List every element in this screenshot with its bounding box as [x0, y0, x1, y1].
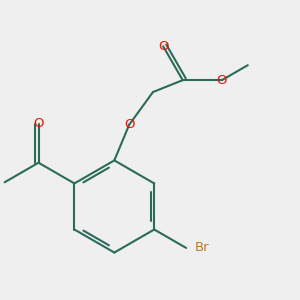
- Text: O: O: [33, 117, 44, 130]
- Text: Br: Br: [195, 242, 210, 254]
- Text: O: O: [124, 118, 134, 131]
- Text: O: O: [217, 74, 227, 87]
- Text: O: O: [158, 40, 168, 53]
